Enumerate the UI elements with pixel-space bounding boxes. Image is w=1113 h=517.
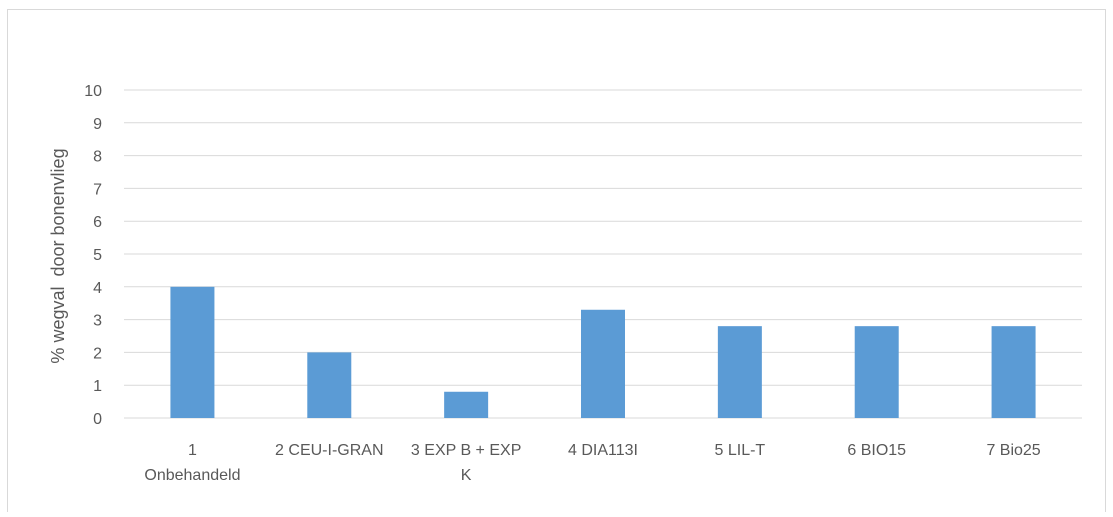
y-tick-label: 1 — [93, 378, 102, 395]
category-label-line: Onbehandeld — [144, 467, 240, 484]
category-label-line: 3 EXP B + EXP — [411, 442, 521, 459]
bar — [717, 326, 762, 418]
category-label-line: K — [461, 467, 472, 484]
y-tick-label: 3 — [93, 313, 102, 330]
y-axis-title: % wegval door bonenvlieg — [48, 148, 68, 363]
bar — [444, 391, 489, 418]
category-label: 2 CEU-I-GRAN — [275, 442, 383, 459]
bar — [991, 326, 1036, 418]
bars — [170, 286, 1036, 418]
bar — [581, 309, 625, 418]
category-label-line: 4 DIA113I — [568, 442, 638, 459]
category-label-line: 6 BIO15 — [847, 442, 906, 459]
y-tick-label: 6 — [93, 214, 102, 231]
bar — [170, 286, 215, 418]
chart-area — [7, 9, 1106, 512]
category-label: 4 DIA113I — [568, 442, 638, 459]
y-tick-label: 7 — [93, 181, 102, 198]
y-axis-tick-labels: 0 1 2 3 4 5 6 7 8 9 10 — [84, 83, 102, 428]
y-tick-label: 2 — [93, 345, 102, 362]
y-tick-label: 8 — [93, 149, 102, 166]
y-tick-label: 10 — [84, 83, 102, 100]
y-tick-label: 4 — [93, 280, 102, 297]
category-label: 7 Bio25 — [986, 442, 1040, 459]
y-tick-label: 0 — [93, 411, 102, 428]
category-label-line: 1 — [188, 442, 197, 459]
bar — [307, 352, 352, 418]
category-label: 1 Onbehandeld — [144, 442, 240, 484]
category-label: 3 EXP B + EXP K — [411, 442, 521, 484]
y-tick-label: 5 — [93, 247, 102, 264]
category-label-line: 2 CEU-I-GRAN — [275, 442, 383, 459]
category-label: 5 LIL-T — [715, 442, 766, 459]
y-tick-label: 9 — [93, 116, 102, 133]
bar — [854, 326, 899, 418]
x-axis-category-labels: 1 Onbehandeld 2 CEU-I-GRAN 3 EXP B + EXP K 4 … — [144, 442, 1040, 484]
category-label: 6 BIO15 — [847, 442, 906, 459]
category-label-line: 5 LIL-T — [715, 442, 766, 459]
category-label-line: 7 Bio25 — [986, 442, 1040, 459]
